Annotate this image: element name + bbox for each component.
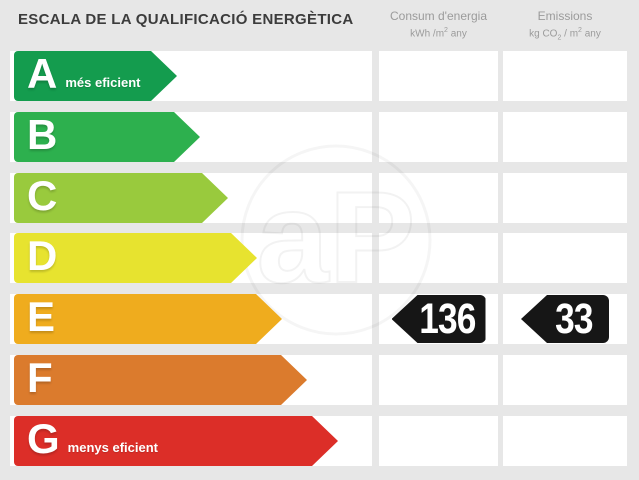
- efficiency-label: més eficient: [65, 74, 141, 90]
- rating-letter: B: [27, 110, 58, 158]
- emissions-cell: [503, 416, 627, 466]
- consumption-column-unit: kWh /m2 any: [410, 27, 467, 40]
- scale-row-C: C: [0, 173, 639, 223]
- emissions-cell: [503, 51, 627, 101]
- rating-letter: E: [27, 292, 56, 340]
- scale-row-D: D: [0, 233, 639, 283]
- emissions-column-title: Emissions: [537, 9, 593, 23]
- rating-letter: D: [27, 231, 58, 279]
- consumption-cell: [379, 112, 498, 162]
- page-title: ESCALA DE LA QUALIFICACIÓ ENERGÈTICA: [18, 11, 354, 28]
- scale-row-F: F: [0, 355, 639, 405]
- rating-arrow-E: E: [14, 294, 282, 344]
- consumption-column-header: Consum d'energia kWh /m2 any: [379, 9, 498, 39]
- emissions-column-header: Emissions kg CO2 / m2 any: [503, 9, 627, 41]
- scale-row-E: E 136 33: [0, 294, 639, 344]
- consumption-value-badge: 136: [391, 294, 486, 343]
- rating-letter: C: [27, 171, 58, 219]
- consumption-cell: 136: [379, 294, 498, 344]
- emissions-column-unit: kg CO2 / m2 any: [529, 27, 601, 42]
- consumption-cell: [379, 233, 498, 283]
- emissions-cell: 33: [503, 294, 627, 344]
- consumption-value: 136: [419, 294, 476, 343]
- efficiency-label: menys eficient: [67, 439, 158, 455]
- emissions-cell: [503, 173, 627, 223]
- consumption-cell: [379, 173, 498, 223]
- consumption-cell: [379, 355, 498, 405]
- emissions-cell: [503, 112, 627, 162]
- rating-letter: G: [27, 414, 60, 462]
- emissions-cell: [503, 355, 627, 405]
- emissions-value: 33: [555, 294, 593, 343]
- scale-row-B: B: [0, 112, 639, 162]
- rating-arrow-F: F: [14, 355, 307, 405]
- emissions-cell: [503, 233, 627, 283]
- emissions-value-badge: 33: [521, 295, 609, 343]
- rating-arrow-D: D: [14, 233, 257, 283]
- rating-arrow-C: C: [14, 173, 228, 223]
- rating-arrow-B: B: [14, 112, 200, 162]
- rating-letter: A: [27, 49, 58, 97]
- consumption-cell: [379, 416, 498, 466]
- consumption-cell: [379, 51, 498, 101]
- consumption-column-title: Consum d'energia: [389, 9, 487, 23]
- rating-letter: F: [27, 353, 53, 401]
